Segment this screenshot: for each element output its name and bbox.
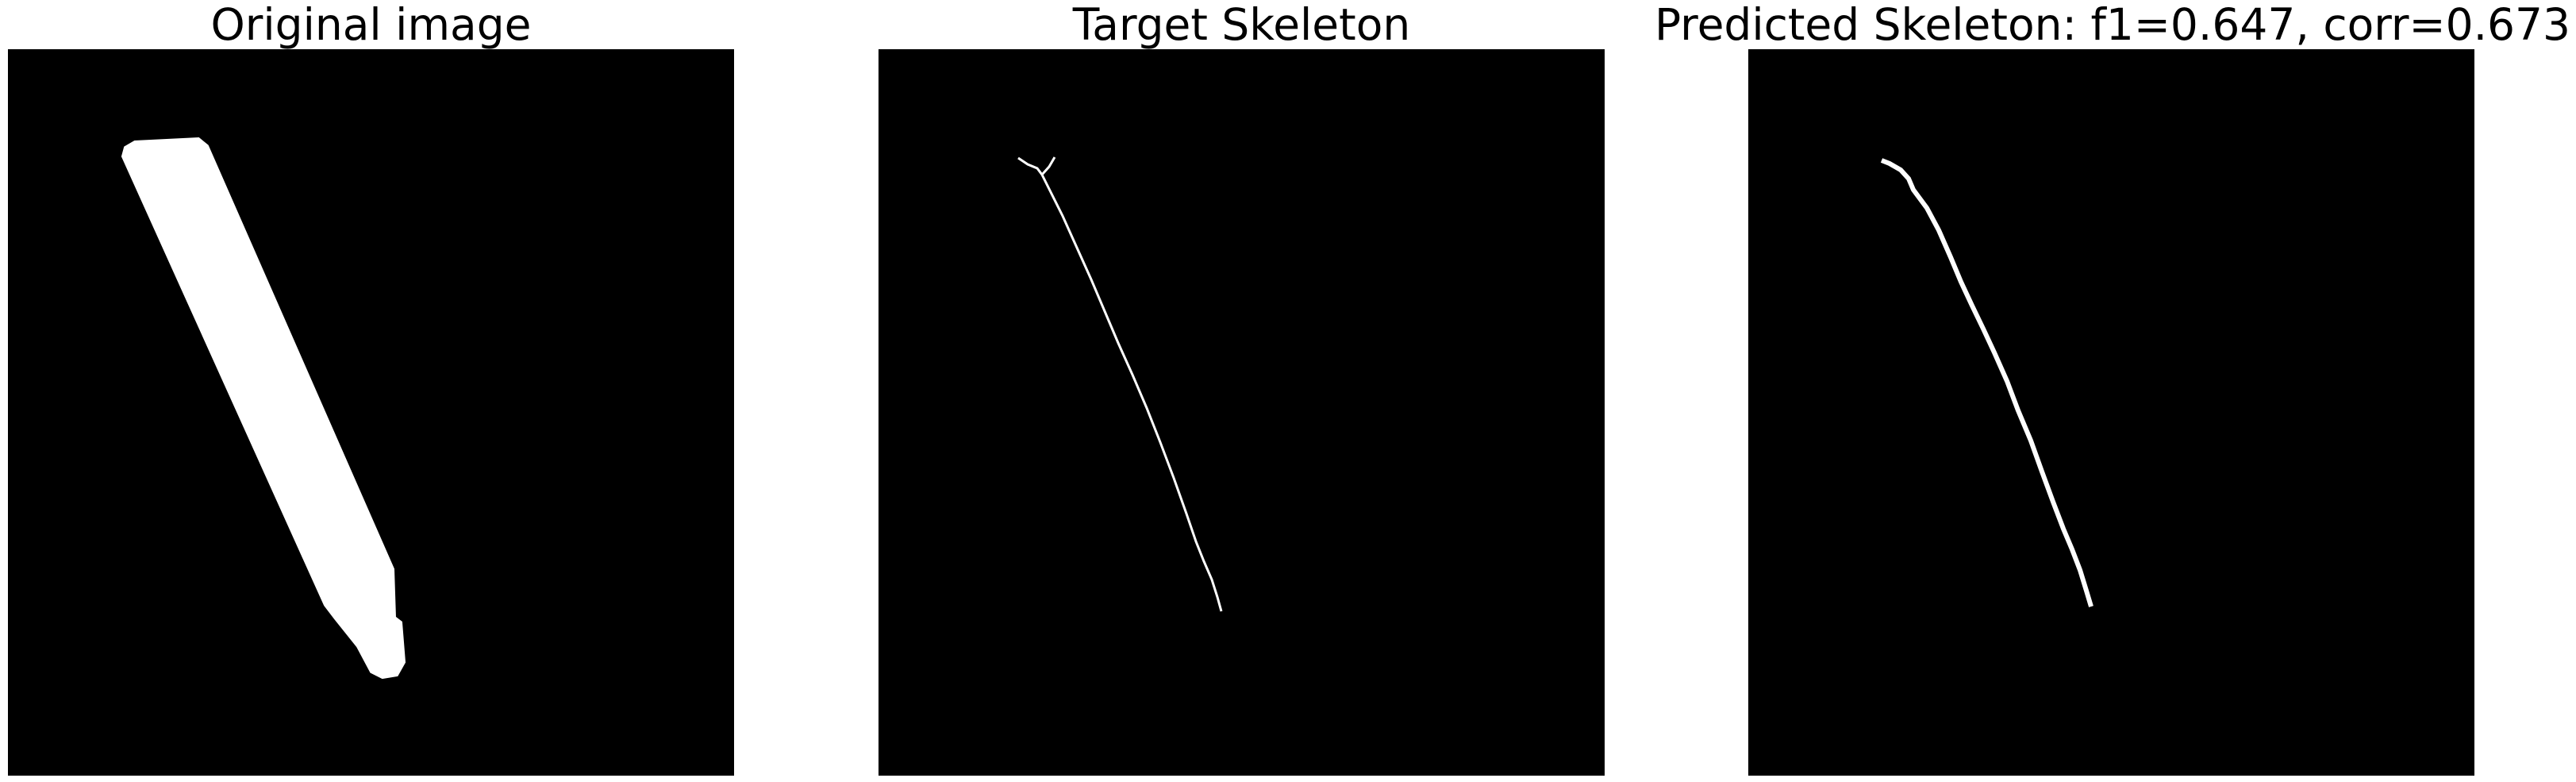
original-image-panel	[8, 49, 734, 776]
predicted-skeleton-panel	[1748, 49, 2474, 776]
target-skeleton-branch-left	[1017, 156, 1044, 175]
target-skeleton-title: Target Skeleton	[1072, 0, 1411, 50]
target-skeleton-branch-right	[1040, 156, 1056, 176]
predicted-skeleton-line	[1880, 158, 2093, 607]
target-skeleton-panel	[879, 49, 1605, 776]
predicted-skeleton-title: Predicted Skeleton: f1=0.647, corr=0.673	[1654, 0, 2571, 50]
original-image-title: Original image	[210, 0, 532, 50]
original-image-mask	[121, 137, 406, 680]
target-skeleton-main-line	[1040, 174, 1223, 612]
target-skeleton-image	[1017, 156, 1223, 612]
object-mask-shape	[121, 137, 406, 680]
predicted-skeleton-image	[1880, 158, 2093, 607]
